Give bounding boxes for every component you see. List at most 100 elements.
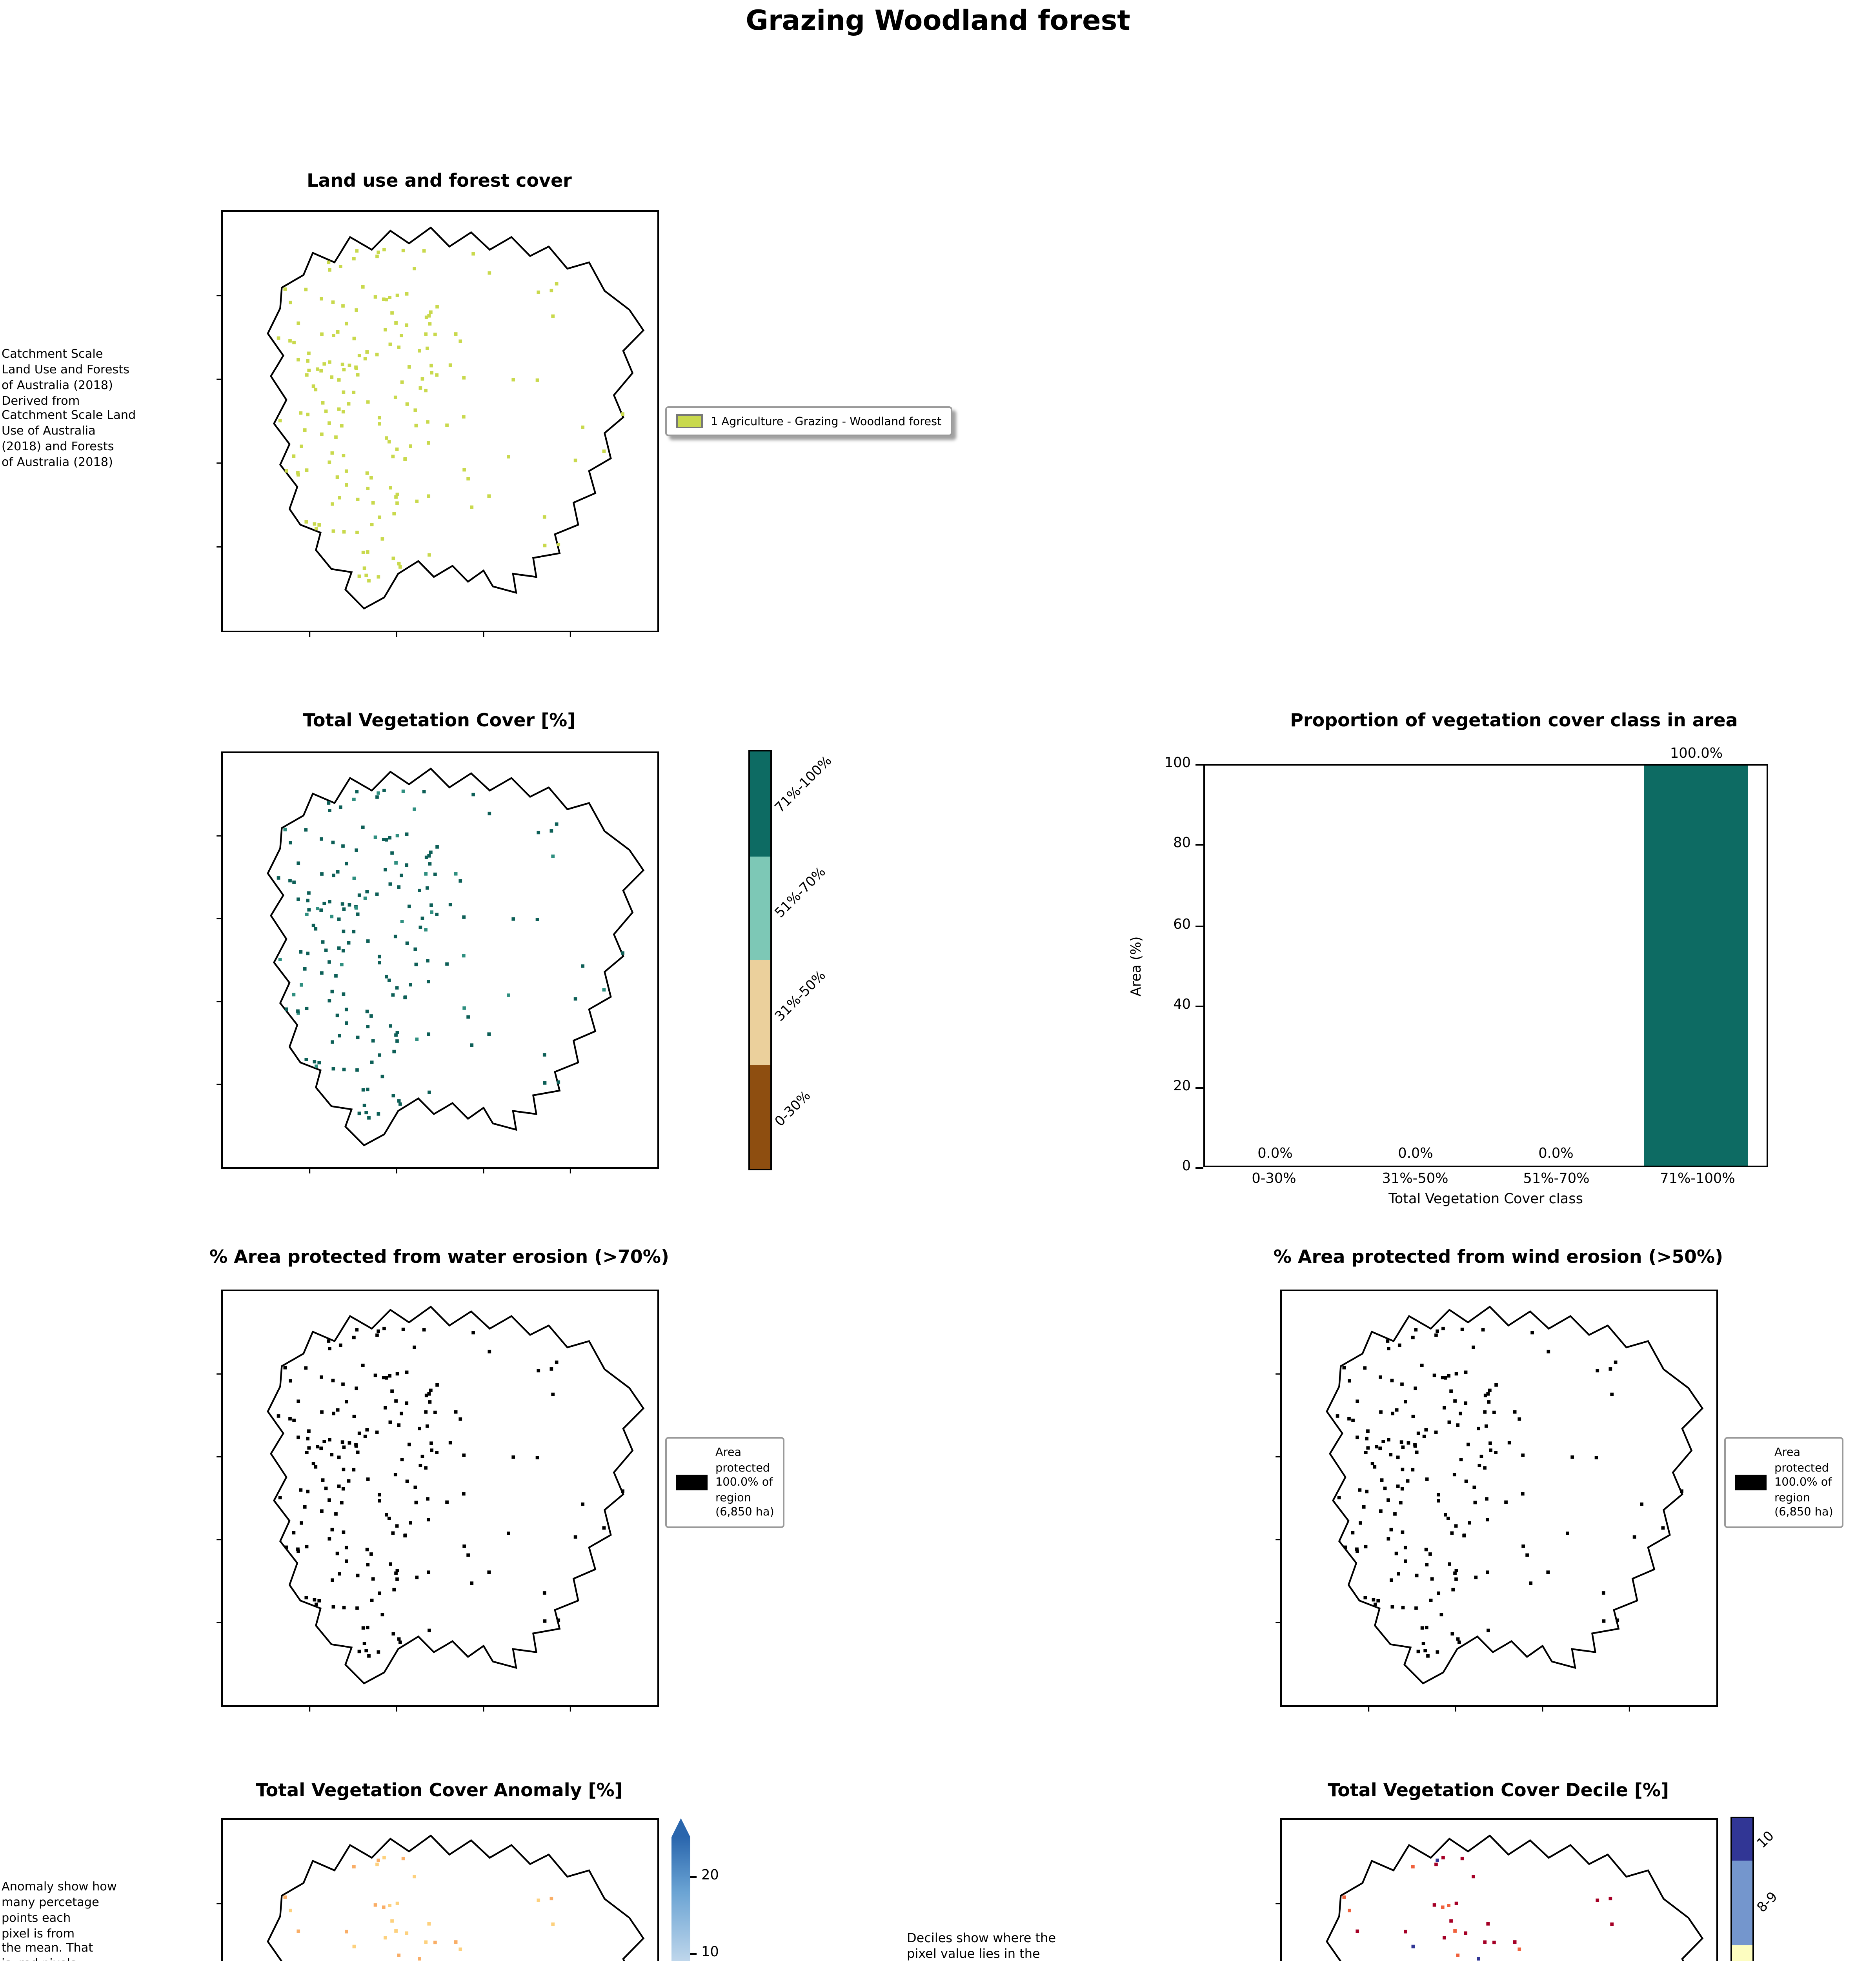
anomaly-colorbar: 20100−10−20	[671, 1818, 719, 1961]
catchment-boundary	[1326, 1834, 1704, 1961]
landuse-map	[217, 210, 659, 637]
anomaly-colorbar-ticks: 20100−10−20	[671, 1837, 741, 1961]
bar-ylabel: Area (%)	[1130, 935, 1145, 996]
proportion-bar-chart: 0.0% 0.0% 0.0% 100.0% 0-30% 31%-50% 51%-70% 71…	[1130, 747, 1768, 1208]
catchment-boundary	[267, 767, 645, 1146]
bar-xlabel: Total Vegetation Cover class	[1388, 1192, 1583, 1208]
wind-erosion-panel-title: % Area protected from wind erosion (>50%…	[1273, 1246, 1723, 1268]
anomaly-map	[217, 1818, 659, 1961]
colorbar-segment: 10	[1732, 1818, 1778, 1861]
decile-colorbar: 108-94-72-31	[1730, 1817, 1781, 1961]
water-erosion-map-canvas	[217, 1305, 645, 1712]
legend-line: region	[715, 1490, 751, 1504]
anomaly-tick-mark	[690, 1876, 697, 1877]
bar-ytick-mark	[1195, 1006, 1203, 1008]
bar-value-label: 0.0%	[1257, 1147, 1293, 1162]
colorbar-segment: 71%-100%	[750, 751, 835, 856]
wind-legend-swatch-icon	[1735, 1474, 1767, 1490]
wind-erosion-map-canvas	[1276, 1305, 1704, 1712]
bar-ytick-label: 80	[1173, 837, 1191, 853]
colorbar-label: 51%-70%	[772, 864, 830, 922]
legend-line: Area	[715, 1445, 742, 1459]
bar-ytick-mark	[1195, 844, 1203, 846]
colorbar-segment: 51%-70%	[750, 856, 830, 960]
colorbar-label: 71%-100%	[772, 754, 836, 817]
anomaly-colorbar-up-arrow-icon	[671, 1818, 690, 1837]
water-erosion-panel-title: % Area protected from water erosion (>70…	[209, 1246, 669, 1268]
landuse-legend: 1 Agriculture - Grazing - Woodland fores…	[665, 406, 953, 436]
colorbar-segment: 31%-50%	[750, 960, 830, 1064]
bar-xtick-label: 51%-70%	[1523, 1172, 1590, 1188]
decile-map	[1276, 1818, 1718, 1961]
legend-line: (6,850 ha)	[715, 1504, 774, 1519]
water-legend-swatch-icon	[676, 1474, 708, 1490]
bar-ytick-label: 60	[1173, 917, 1191, 933]
catchment-boundary	[267, 1305, 645, 1684]
bar-ytick-label: 40	[1173, 998, 1191, 1014]
colorbar-segment: 8-9	[1732, 1860, 1781, 1945]
wind-erosion-legend: Area protected 100.0% of region (6,850 ha)	[1724, 1437, 1844, 1527]
landuse-map-canvas	[217, 226, 645, 637]
landuse-panel-title: Land use and forest cover	[307, 169, 572, 191]
colorbar-segment: 0-30%	[750, 1064, 814, 1169]
bar-xtick-row: 0-30% 31%-50% 51%-70% 71%-100%	[1203, 1167, 1768, 1189]
vegcover-map-canvas	[217, 767, 645, 1173]
bar-slot: 0.0%	[1345, 766, 1486, 1166]
bar-ytick-mark	[1195, 925, 1203, 927]
legend-line: 100.0% of	[1774, 1475, 1832, 1489]
bar-ytick-mark	[1195, 764, 1203, 766]
bar-ytick-label: 20	[1173, 1079, 1191, 1095]
legend-line: protected	[1774, 1460, 1829, 1474]
landuse-caption: Catchment Scale Land Use and Forests of …	[2, 347, 136, 469]
bar-slot: 0.0%	[1205, 766, 1345, 1166]
anomaly-caption: Anomaly show how many percetage points e…	[2, 1879, 117, 1961]
vegcover-colorbar: 71%-100% 51%-70% 31%-50% 0-30%	[748, 750, 835, 1170]
water-legend-text: Area protected 100.0% of region (6,850 ha)	[715, 1445, 774, 1519]
vegcover-map	[217, 751, 659, 1173]
bar-value-label: 0.0%	[1398, 1147, 1433, 1162]
bar-value-label: 0.0%	[1538, 1147, 1574, 1162]
landuse-legend-label: 1 Agriculture - Grazing - Woodland fores…	[711, 414, 942, 428]
anomaly-map-canvas	[217, 1834, 645, 1961]
colorbar-label: 0-30%	[772, 1088, 815, 1130]
decile-panel-title: Total Vegetation Cover Decile [%]	[1327, 1779, 1669, 1801]
water-erosion-legend: Area protected 100.0% of region (6,850 ha)	[665, 1437, 785, 1527]
anomaly-colorbar-gradient	[671, 1837, 690, 1961]
decile-map-canvas	[1276, 1834, 1704, 1961]
bar-ytick-mark	[1195, 1086, 1203, 1088]
anomaly-panel-title: Total Vegetation Cover Anomaly [%]	[256, 1779, 623, 1801]
page-title: Grazing Woodland forest	[746, 6, 1130, 38]
anomaly-tick-label: 10	[701, 1945, 719, 1961]
wind-erosion-map	[1276, 1290, 1718, 1712]
colorbar-label: 10	[1754, 1829, 1778, 1853]
bar-slot: 0.0%	[1486, 766, 1626, 1166]
colorbar-label: 8-9	[1754, 1889, 1781, 1916]
anomaly-tick-mark	[690, 1953, 697, 1955]
water-erosion-map	[217, 1290, 659, 1712]
colorbar-label: 31%-50%	[772, 969, 830, 1026]
bar-xtick-label: 31%-50%	[1382, 1172, 1448, 1188]
legend-line: region	[1774, 1490, 1810, 1504]
bar-xtick-label: 71%-100%	[1660, 1172, 1735, 1188]
anomaly-tick-label: 20	[701, 1868, 719, 1884]
bar-slot: 100.0%	[1626, 747, 1767, 1166]
bar-ytick-mark	[1195, 1167, 1203, 1169]
proportion-chart-title: Proportion of vegetation cover class in …	[1290, 709, 1738, 731]
catchment-boundary	[267, 1834, 645, 1961]
legend-line: (6,850 ha)	[1774, 1504, 1833, 1519]
catchment-boundary	[267, 226, 645, 610]
landuse-legend-swatch-icon	[676, 414, 703, 428]
bar-ytick-label: 100	[1164, 756, 1191, 772]
legend-line: protected	[715, 1460, 770, 1474]
vegcover-panel-title: Total Vegetation Cover [%]	[303, 709, 576, 731]
bar-ytick-label: 0	[1182, 1159, 1191, 1175]
bar-xtick-label: 0-30%	[1252, 1172, 1296, 1188]
wind-legend-text: Area protected 100.0% of region (6,850 ha)	[1774, 1445, 1833, 1519]
legend-line: Area	[1774, 1445, 1801, 1459]
bar-plot-area: 0.0% 0.0% 0.0% 100.0%	[1203, 747, 1768, 1167]
colorbar-segment: 4-7	[1732, 1945, 1752, 1961]
bar-71%-100%	[1644, 766, 1749, 1166]
legend-line: 100.0% of	[715, 1475, 773, 1489]
bar-value-label: 100.0%	[1670, 747, 1723, 762]
